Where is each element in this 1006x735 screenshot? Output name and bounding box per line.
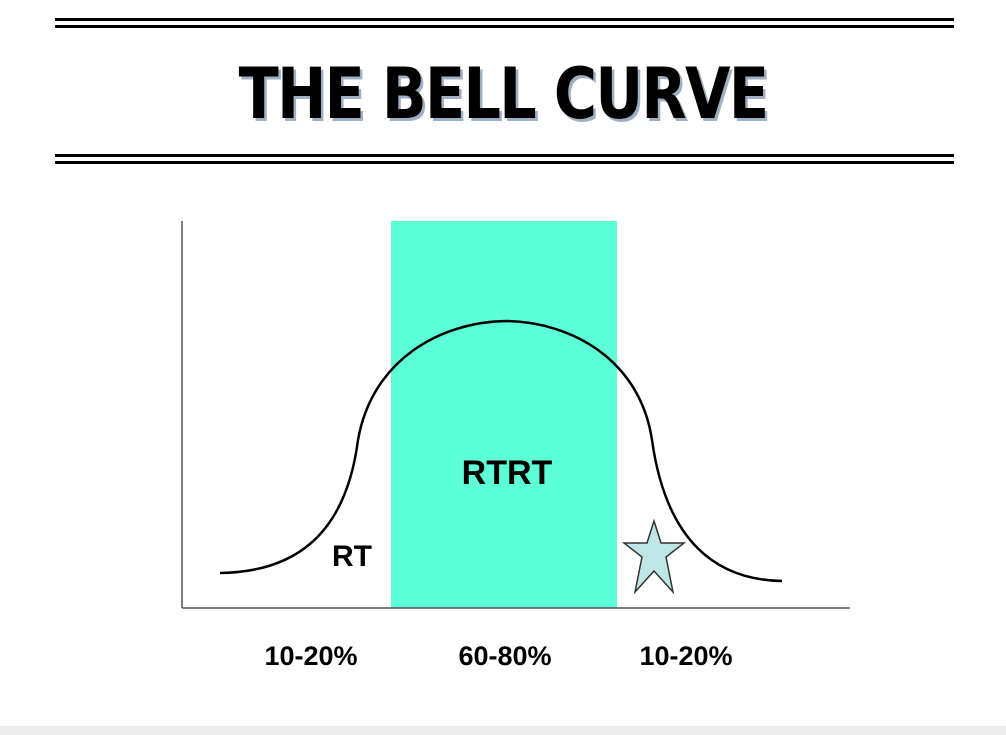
slide-title: THE BELL CURVE bbox=[238, 53, 769, 135]
middle-highlight-band bbox=[391, 221, 617, 608]
left-region-label: RT bbox=[332, 540, 372, 573]
middle-region-label: RTRT bbox=[462, 454, 553, 492]
middle-percent-label: 60-80% bbox=[458, 641, 552, 671]
left-percent-label: 10-20% bbox=[264, 641, 358, 671]
star-icon bbox=[621, 518, 687, 595]
right-percent-label: 10-20% bbox=[639, 641, 733, 671]
bottom-double-rule bbox=[55, 154, 954, 164]
bell-curve bbox=[219, 319, 783, 583]
top-double-rule bbox=[55, 18, 954, 28]
